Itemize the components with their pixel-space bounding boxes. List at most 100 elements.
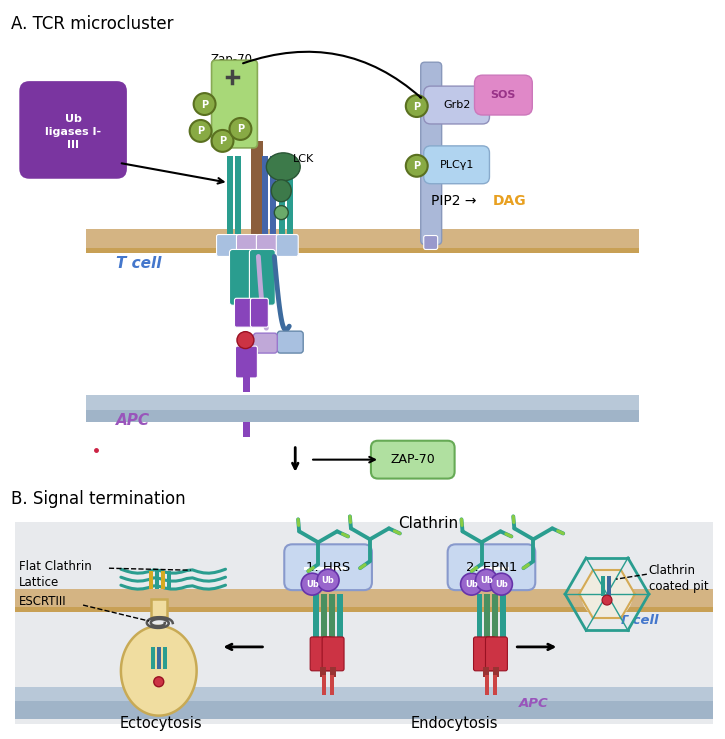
Bar: [236, 156, 241, 236]
Circle shape: [190, 120, 212, 142]
FancyBboxPatch shape: [420, 62, 442, 245]
Bar: [494, 675, 497, 695]
Bar: [228, 156, 233, 236]
Text: Grb2: Grb2: [443, 100, 471, 110]
FancyBboxPatch shape: [473, 637, 495, 671]
Circle shape: [406, 95, 428, 117]
Bar: [341, 568, 346, 589]
FancyBboxPatch shape: [217, 234, 239, 256]
Bar: [244, 374, 250, 392]
Text: DAG: DAG: [492, 194, 526, 208]
FancyBboxPatch shape: [20, 81, 127, 179]
Text: P: P: [219, 137, 226, 146]
Bar: [330, 675, 334, 695]
FancyBboxPatch shape: [236, 346, 257, 378]
Bar: [252, 141, 257, 236]
Bar: [15, 589, 713, 607]
Circle shape: [581, 568, 633, 620]
Bar: [151, 647, 154, 669]
Polygon shape: [121, 626, 196, 715]
Text: Ub: Ub: [480, 576, 493, 585]
FancyBboxPatch shape: [276, 234, 298, 256]
Bar: [494, 667, 500, 677]
Text: Ub: Ub: [322, 576, 334, 585]
FancyBboxPatch shape: [236, 234, 258, 256]
Bar: [470, 568, 475, 589]
FancyBboxPatch shape: [284, 545, 372, 590]
Bar: [476, 568, 481, 589]
Circle shape: [237, 332, 254, 349]
Text: Ectocytosis: Ectocytosis: [120, 715, 202, 731]
Circle shape: [491, 573, 513, 595]
Circle shape: [194, 93, 215, 115]
Bar: [313, 594, 319, 642]
Text: APC: APC: [519, 697, 549, 709]
Text: P: P: [413, 101, 420, 112]
Bar: [329, 594, 335, 642]
FancyBboxPatch shape: [371, 440, 455, 479]
Text: 1. HRS: 1. HRS: [306, 561, 350, 573]
Bar: [601, 576, 605, 596]
Bar: [154, 571, 159, 589]
Circle shape: [154, 677, 164, 687]
Text: ESCRTIII: ESCRTIII: [20, 595, 67, 608]
Bar: [486, 675, 489, 695]
Bar: [321, 594, 327, 642]
Bar: [327, 568, 332, 589]
Bar: [322, 675, 326, 695]
Bar: [86, 395, 639, 410]
Bar: [320, 667, 326, 677]
Text: APC: APC: [116, 413, 150, 428]
Bar: [151, 599, 167, 617]
Text: Ub
ligases I-
III: Ub ligases I- III: [45, 114, 102, 150]
Ellipse shape: [274, 205, 289, 219]
FancyBboxPatch shape: [447, 545, 535, 590]
Circle shape: [301, 573, 323, 595]
Text: P: P: [413, 161, 420, 171]
FancyBboxPatch shape: [423, 236, 438, 250]
Bar: [15, 607, 713, 612]
Text: LCK: LCK: [293, 154, 315, 164]
FancyBboxPatch shape: [212, 60, 257, 148]
Text: Ub: Ub: [306, 580, 318, 589]
Text: T cell: T cell: [619, 614, 658, 627]
FancyBboxPatch shape: [423, 146, 489, 184]
Circle shape: [476, 569, 497, 591]
Bar: [86, 248, 639, 253]
Bar: [476, 594, 483, 642]
FancyBboxPatch shape: [310, 637, 332, 671]
FancyBboxPatch shape: [322, 637, 344, 671]
Bar: [607, 576, 611, 596]
Bar: [313, 568, 318, 589]
Bar: [304, 568, 346, 571]
FancyBboxPatch shape: [249, 250, 276, 305]
Bar: [15, 701, 713, 718]
Bar: [492, 594, 498, 642]
Text: P: P: [201, 100, 208, 109]
Circle shape: [317, 569, 339, 591]
Text: T cell: T cell: [116, 256, 162, 271]
FancyBboxPatch shape: [486, 637, 508, 671]
Bar: [330, 667, 336, 677]
Bar: [167, 571, 170, 589]
Bar: [306, 568, 311, 589]
Circle shape: [460, 573, 483, 595]
Text: Endocytosis: Endocytosis: [411, 715, 498, 731]
Text: ZAP-70: ZAP-70: [390, 453, 435, 466]
FancyBboxPatch shape: [277, 331, 303, 353]
Bar: [244, 422, 250, 437]
Bar: [162, 647, 167, 669]
Bar: [15, 687, 713, 701]
FancyBboxPatch shape: [475, 75, 532, 115]
Bar: [262, 156, 268, 236]
Bar: [86, 228, 639, 248]
Circle shape: [212, 130, 233, 151]
Bar: [320, 568, 325, 589]
Text: Clathrin: Clathrin: [397, 516, 457, 531]
Text: Zap-70: Zap-70: [210, 53, 252, 67]
Bar: [161, 571, 165, 589]
Bar: [279, 156, 285, 236]
FancyBboxPatch shape: [423, 86, 489, 124]
Text: Clathrin
coated pit: Clathrin coated pit: [649, 565, 708, 593]
Text: 2. EPN1: 2. EPN1: [465, 561, 517, 573]
